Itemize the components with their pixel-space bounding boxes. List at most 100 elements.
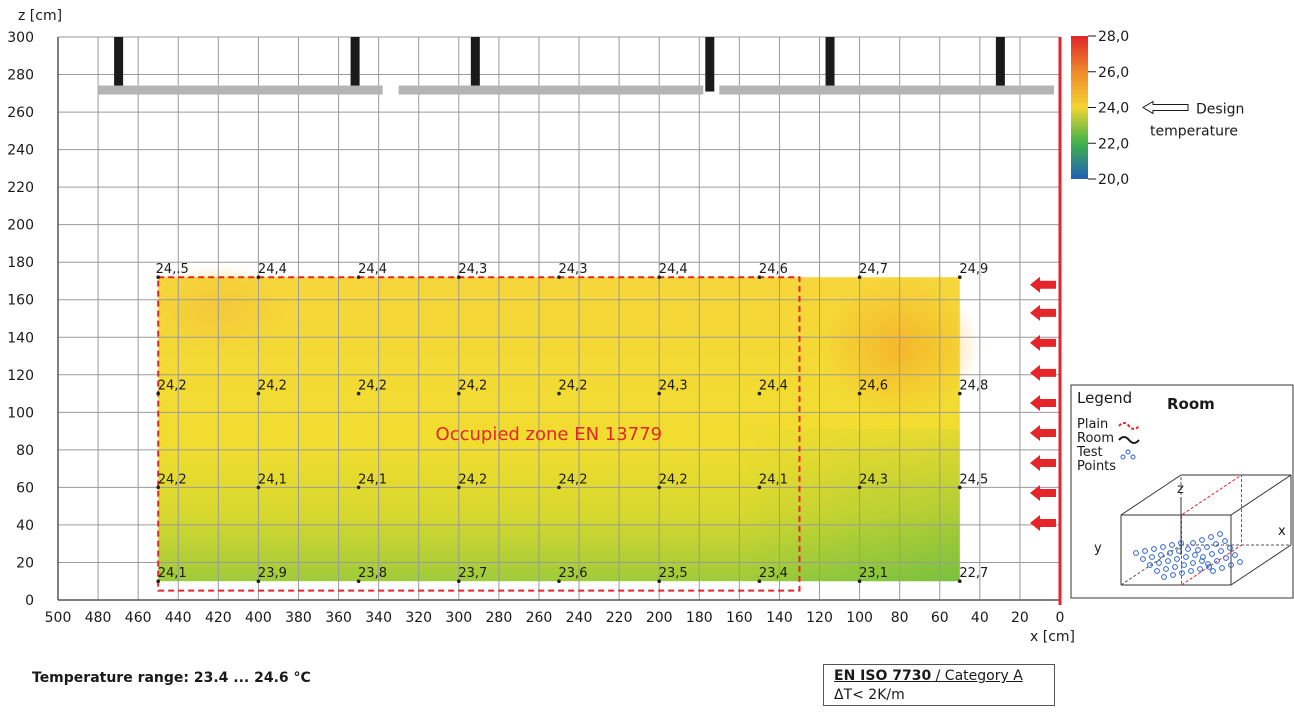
temperature-label: 23,4	[759, 566, 788, 581]
temperature-label: 24,3	[659, 379, 688, 394]
air-inlet	[1030, 276, 1056, 532]
x-tick-label: 20	[1011, 610, 1029, 626]
measurement-point	[557, 275, 561, 280]
ceiling-hanger	[705, 37, 715, 92]
measurement-point	[256, 485, 261, 490]
test-point	[1179, 570, 1185, 576]
temperature-label: 24,4	[659, 262, 688, 277]
measurement-point	[857, 275, 862, 280]
temperature-label: 24,1	[158, 566, 187, 581]
inlet-arrow	[1030, 304, 1056, 321]
x-tick-label: 200	[646, 610, 673, 626]
test-point	[1165, 558, 1171, 564]
x-tick-label: 240	[566, 610, 593, 626]
test-point	[1183, 554, 1189, 560]
measurement-point	[657, 275, 661, 280]
test-point-icon	[1125, 449, 1131, 455]
temperature-label: 24,2	[458, 472, 487, 487]
test-point	[1208, 534, 1214, 540]
test-point	[1219, 565, 1225, 571]
ceiling-hanger	[995, 37, 1005, 92]
colorbar-tick-label: 22,0	[1098, 136, 1129, 152]
axis-y-label: y	[1094, 541, 1102, 556]
measurement-point	[757, 275, 762, 280]
measurement-point	[457, 485, 461, 490]
gradient-criterion: ΔT< 2K/m	[834, 687, 905, 703]
measurement-point	[156, 275, 160, 280]
temperature-label: 24,2	[258, 379, 287, 394]
measurement-point	[457, 579, 461, 584]
x-tick-label: 340	[365, 610, 392, 626]
measurement-point	[557, 579, 561, 584]
test-point	[1181, 562, 1187, 568]
test-point	[1197, 566, 1203, 572]
measurement-point	[857, 485, 862, 490]
test-point	[1169, 542, 1175, 548]
plain-line-icon	[1118, 422, 1140, 430]
legend-item-label: Room	[1077, 431, 1114, 446]
temperature-label: 24,6	[859, 379, 888, 394]
x-tick-label: 140	[766, 610, 793, 626]
z-tick-label: 100	[7, 405, 34, 421]
measurement-point	[156, 485, 160, 490]
temperature-label: 24,1	[358, 472, 387, 487]
z-tick-label: 120	[7, 368, 34, 384]
room-edge	[1230, 544, 1292, 586]
ceiling-hanger	[114, 37, 124, 92]
test-point	[1228, 562, 1234, 568]
test-point-icon	[1130, 454, 1136, 460]
inlet-arrow	[1030, 455, 1056, 472]
measurement-point	[657, 391, 661, 396]
z-tick-label: 160	[7, 293, 34, 309]
test-point	[1223, 555, 1229, 561]
test-point	[1192, 552, 1198, 558]
x-tick-label: 220	[606, 610, 633, 626]
x-tick-label: 440	[165, 610, 192, 626]
z-tick-label: 240	[7, 143, 34, 159]
measurement-point	[857, 391, 862, 396]
temperature-label: 24,.5	[156, 262, 189, 277]
test-point	[1227, 545, 1233, 551]
test-point	[1158, 552, 1164, 558]
measurement-point	[156, 579, 160, 584]
x-tick-label: 320	[405, 610, 432, 626]
test-point	[1190, 540, 1196, 546]
test-point	[1218, 548, 1224, 554]
temperature-label: 24,2	[358, 379, 387, 394]
ceiling-hanger	[825, 37, 835, 92]
x-tick-label: 260	[526, 610, 553, 626]
temperature-label: 24,2	[659, 472, 688, 487]
test-point	[1195, 547, 1201, 553]
standard-box: EN ISO 7730 / Category A ΔT< 2K/m	[823, 664, 1055, 706]
x-tick-label: 420	[205, 610, 232, 626]
measurement-points: 24,.5 24,4 24,4 24,3 24,3 24,4 24,6 24,7 24,9 24,…	[156, 262, 988, 584]
inlet-arrow	[1030, 276, 1056, 293]
inlet-arrow	[1030, 364, 1056, 381]
design-label-line2: temperature	[1150, 124, 1238, 140]
z-tick-label: 180	[7, 255, 34, 271]
occupied-zone: Occupied zone EN 13779	[157, 276, 801, 592]
test-point	[1199, 558, 1205, 564]
temperature-label: 24,7	[859, 262, 888, 277]
test-point	[1170, 572, 1176, 578]
temperature-label: 24,1	[759, 472, 788, 487]
test-point	[1174, 556, 1180, 562]
standard-category: / Category A	[931, 668, 1023, 684]
axis-x-label: x	[1278, 524, 1286, 539]
measurement-point	[958, 485, 962, 490]
legend-title: Legend	[1077, 389, 1132, 407]
test-point	[1151, 546, 1157, 552]
room-edge	[1120, 474, 1182, 516]
measurement-point	[757, 579, 762, 584]
inlet-arrow	[1030, 424, 1056, 441]
x-tick-label: 280	[486, 610, 513, 626]
temperature-label: 24,6	[759, 262, 788, 277]
test-point	[1217, 531, 1223, 537]
room-line-icon	[1118, 436, 1140, 444]
temperature-label: 24,3	[859, 472, 888, 487]
test-point	[1167, 550, 1173, 556]
design-label-line1: Design	[1196, 102, 1244, 118]
colorbar-tick-label: 24,0	[1098, 101, 1129, 117]
x-tick-label: 180	[686, 610, 713, 626]
measurement-point	[156, 391, 160, 396]
